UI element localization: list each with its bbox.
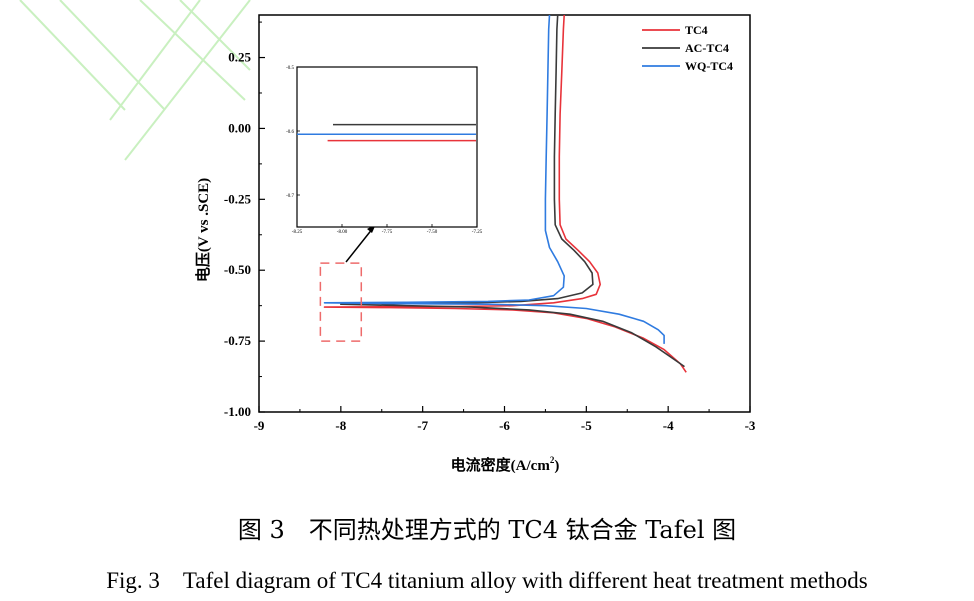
inset-y-tick-label: -0.6 xyxy=(286,130,294,135)
inset-x-tick-label: -8.25 xyxy=(292,230,303,235)
caption-chinese: 图 3 不同热处理方式的 TC4 钛合金 Tafel 图 xyxy=(237,516,737,544)
x-tick-label: -6 xyxy=(499,418,510,433)
x-tick-label: -9 xyxy=(254,418,265,433)
inset-y-tick-label: -0.5 xyxy=(286,66,294,71)
y-tick-label: 0.00 xyxy=(228,120,251,135)
x-tick-label: -7 xyxy=(417,418,428,433)
inset-x-tick-label: -7.25 xyxy=(472,230,483,235)
inset-x-tick-label: -7.75 xyxy=(382,230,393,235)
zoom-arrow xyxy=(345,224,376,263)
inset-y-tick-label: -0.7 xyxy=(286,194,294,199)
y-tick-label: -0.25 xyxy=(224,191,252,206)
caption-english: Fig. 3 Tafel diagram of TC4 titanium all… xyxy=(106,568,868,593)
inset-x-tick-label: -7.50 xyxy=(427,230,438,235)
inset-plot: -8.25 -8.00 -7.75 -7.50 -7.25 -0.5 -0.6 -0.7 xyxy=(286,66,483,235)
legend-label-wq-tc4: WQ-TC4 xyxy=(685,59,733,73)
x-tick-label: -3 xyxy=(745,418,756,433)
y-tick-label: -1.00 xyxy=(224,404,251,419)
x-tick-label: -4 xyxy=(663,418,674,433)
y-tick-label: 0.25 xyxy=(228,50,251,65)
y-tick-label: -0.50 xyxy=(224,262,251,277)
y-axis: 0.25 0.00 -0.25 -0.50 -0.75 -1.00 xyxy=(224,21,265,419)
zoom-highlight-box xyxy=(319,262,363,342)
x-tick-label: -8 xyxy=(335,418,346,433)
inset-frame xyxy=(296,66,478,228)
inset-lines xyxy=(297,123,476,142)
y-axis-title: 电压(V vs .SCE) xyxy=(194,178,212,282)
series-line-tc4 xyxy=(323,14,687,373)
inset-axes: -8.25 -8.00 -7.75 -7.50 -7.25 -0.5 -0.6 -0.7 xyxy=(286,66,483,235)
watermark-decoration xyxy=(19,0,251,161)
x-axis-title: 电流密度(A/cm2) xyxy=(451,455,560,474)
inset-x-tick-label: -8.00 xyxy=(337,230,348,235)
y-tick-label: -0.75 xyxy=(224,333,252,348)
series-line-ac-tc4 xyxy=(340,14,685,368)
legend-label-tc4: TC4 xyxy=(685,23,708,37)
series-line-wq-tc4 xyxy=(323,14,665,344)
series-layer xyxy=(323,14,687,373)
legend-label-ac-tc4: AC-TC4 xyxy=(685,41,729,55)
x-tick-label: -5 xyxy=(581,418,592,433)
x-axis: -9 -8 -7 -6 -5 -4 -3 xyxy=(254,406,756,433)
legend: TC4 AC-TC4 WQ-TC4 xyxy=(642,23,733,73)
